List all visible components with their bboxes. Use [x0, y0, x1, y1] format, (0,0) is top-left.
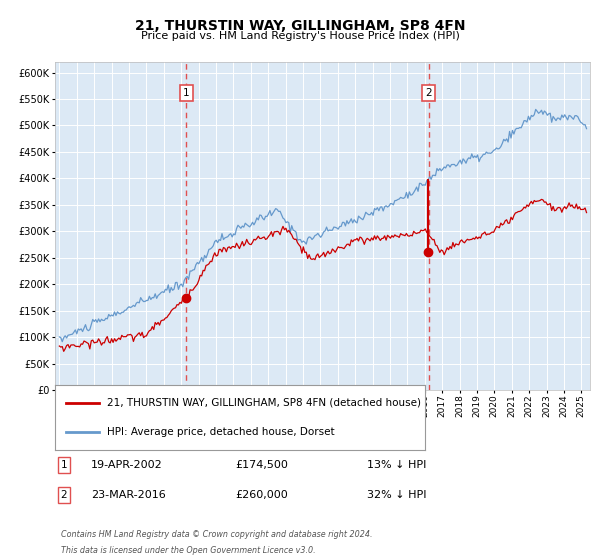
Text: HPI: Average price, detached house, Dorset: HPI: Average price, detached house, Dors… — [107, 427, 334, 437]
Text: £174,500: £174,500 — [235, 460, 288, 470]
Text: Contains HM Land Registry data © Crown copyright and database right 2024.: Contains HM Land Registry data © Crown c… — [61, 530, 373, 539]
Text: 2: 2 — [425, 88, 432, 98]
Text: 2: 2 — [61, 490, 67, 500]
Text: 13% ↓ HPI: 13% ↓ HPI — [367, 460, 427, 470]
Text: Price paid vs. HM Land Registry's House Price Index (HPI): Price paid vs. HM Land Registry's House … — [140, 31, 460, 41]
Text: £260,000: £260,000 — [235, 490, 288, 500]
Text: 21, THURSTIN WAY, GILLINGHAM, SP8 4FN (detached house): 21, THURSTIN WAY, GILLINGHAM, SP8 4FN (d… — [107, 398, 421, 408]
Text: 19-APR-2002: 19-APR-2002 — [91, 460, 163, 470]
Text: 23-MAR-2016: 23-MAR-2016 — [91, 490, 166, 500]
Text: 32% ↓ HPI: 32% ↓ HPI — [367, 490, 427, 500]
Text: 1: 1 — [61, 460, 67, 470]
Text: This data is licensed under the Open Government Licence v3.0.: This data is licensed under the Open Gov… — [61, 545, 316, 554]
Text: 1: 1 — [183, 88, 190, 98]
Text: 21, THURSTIN WAY, GILLINGHAM, SP8 4FN: 21, THURSTIN WAY, GILLINGHAM, SP8 4FN — [135, 19, 465, 33]
